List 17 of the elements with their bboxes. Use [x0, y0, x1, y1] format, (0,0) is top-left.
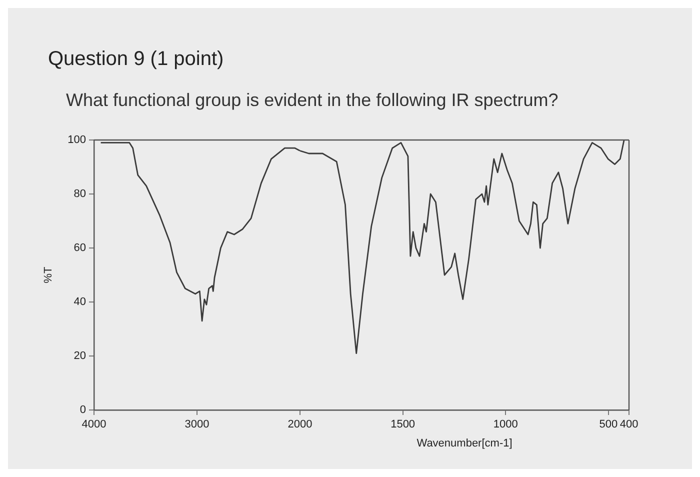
- y-tick-label: 60: [74, 242, 86, 254]
- x-tick-label: 1000: [494, 418, 518, 431]
- x-tick-label: 1500: [390, 418, 416, 431]
- x-tick-label: 3000: [184, 418, 210, 431]
- x-axis-title: Wavenumber[cm-1]: [416, 437, 512, 450]
- y-tick-label: 0: [80, 404, 86, 416]
- y-tick-label: 40: [74, 296, 86, 308]
- x-tick-label: 500: [599, 418, 618, 431]
- y-tick-label: 100: [68, 134, 86, 146]
- y-tick-label: 20: [74, 350, 86, 362]
- x-tick-label: 2000: [288, 418, 312, 431]
- chart-subtitle: What functional group is evident in the following IR spectrum?: [66, 90, 558, 111]
- x-tick-label: 400: [620, 418, 638, 431]
- x-tick-label: 4000: [82, 418, 106, 431]
- chart-title: Question 9 (1 point): [48, 48, 224, 71]
- y-tick-label: 80: [74, 188, 86, 200]
- y-axis-title: %T: [42, 266, 55, 284]
